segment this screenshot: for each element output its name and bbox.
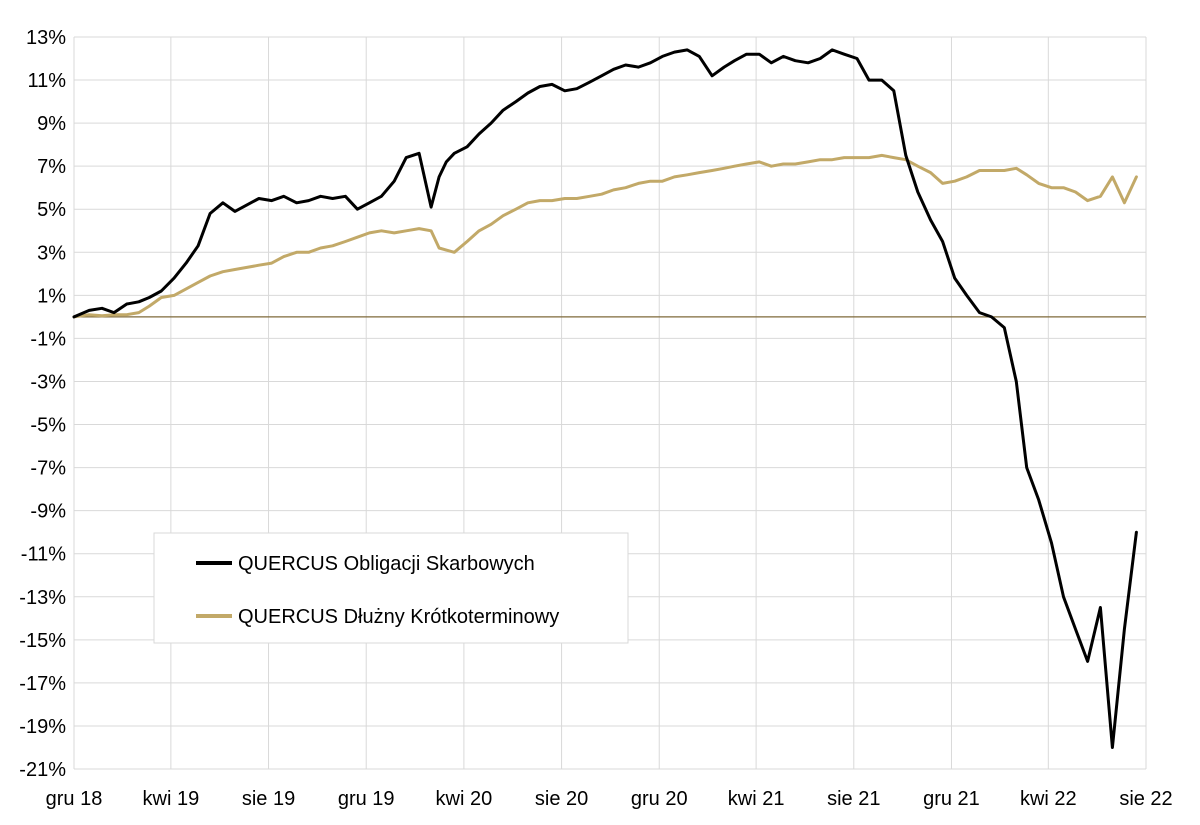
- legend-label-series-1: QUERCUS Dłużny Krótkoterminowy: [238, 606, 559, 628]
- x-tick-label: gru 19: [338, 788, 395, 810]
- y-tick-label: -5%: [30, 415, 66, 437]
- x-tick-label: sie 22: [1119, 788, 1172, 810]
- y-tick-label: 5%: [37, 199, 66, 221]
- y-tick-label: 1%: [37, 285, 66, 307]
- x-tick-label: kwi 22: [1020, 788, 1077, 810]
- series-line-0: [72, 48, 1138, 749]
- x-tick-label: gru 21: [923, 788, 980, 810]
- y-tick-label: -17%: [19, 673, 66, 695]
- y-tick-label: -9%: [30, 501, 66, 523]
- legend-label-series-0: QUERCUS Obligacji Skarbowych: [238, 553, 535, 575]
- y-tick-label: -3%: [30, 371, 66, 393]
- x-tick-label: gru 20: [631, 788, 688, 810]
- y-tick-labels: 13% 11% 9% 7% 5% 3% 1% -1% -3% -5% -7% -9% -11% -13% -…: [19, 27, 66, 781]
- y-tick-label: -15%: [19, 630, 66, 652]
- y-tick-label: -1%: [30, 328, 66, 350]
- y-tick-label: 11%: [27, 70, 66, 92]
- legend-box: [153, 532, 629, 644]
- y-tick-label: 9%: [37, 113, 66, 135]
- x-tick-label: sie 20: [535, 788, 588, 810]
- legend: QUERCUS Obligacji Skarbowych QUERCUS Dłu…: [153, 532, 629, 644]
- y-tick-label: -21%: [19, 759, 66, 781]
- x-tick-label: sie 19: [242, 788, 295, 810]
- y-tick-label: -7%: [30, 458, 66, 480]
- x-tick-labels: gru 18 kwi 19 sie 19 gru 19 kwi 20 sie 20 gru …: [46, 788, 1173, 810]
- y-tick-label: -19%: [19, 716, 66, 738]
- y-tick-label: 7%: [37, 156, 66, 178]
- series-line-1: [72, 153, 1138, 319]
- x-tick-label: kwi 21: [728, 788, 785, 810]
- y-tick-label: 3%: [37, 242, 66, 264]
- x-tick-label: kwi 20: [436, 788, 493, 810]
- y-tick-label: 13%: [26, 27, 66, 49]
- x-tick-label: kwi 19: [143, 788, 200, 810]
- series-lines: [72, 48, 1138, 749]
- x-tick-label: sie 21: [827, 788, 880, 810]
- y-tick-label: -11%: [21, 544, 66, 566]
- x-tick-label: gru 18: [46, 788, 103, 810]
- gridlines: [73, 36, 1147, 770]
- y-tick-label: -13%: [19, 587, 66, 609]
